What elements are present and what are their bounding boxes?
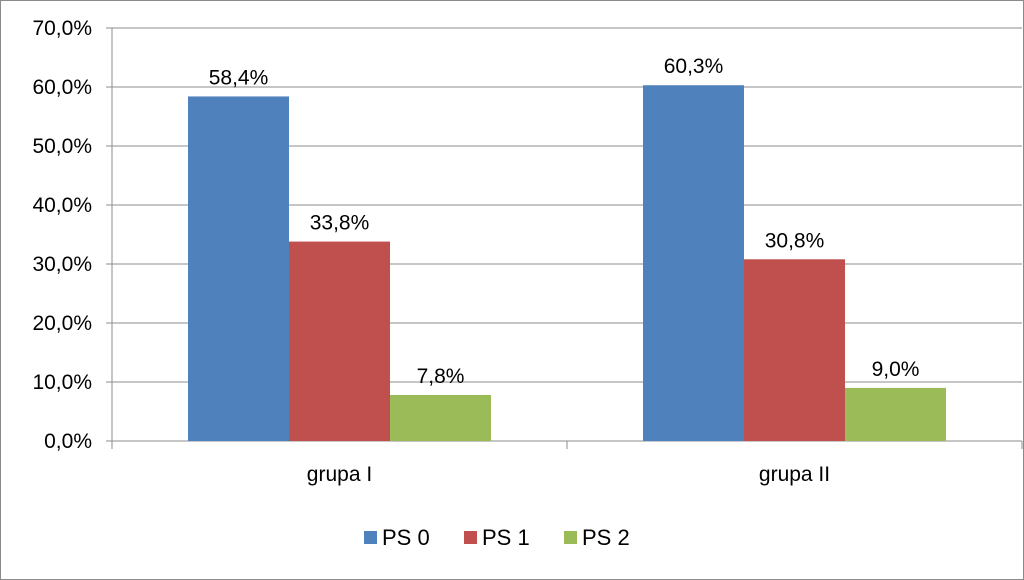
x-category-label: grupa II: [759, 463, 830, 486]
y-tick-label: 20,0%: [32, 312, 92, 335]
bar-ps-0: [643, 85, 744, 441]
legend-swatch: [564, 531, 577, 544]
bar-ps-1: [744, 259, 845, 441]
y-tick-label: 10,0%: [32, 371, 92, 394]
y-tick-label: 50,0%: [32, 135, 92, 158]
y-tick-label: 60,0%: [32, 76, 92, 99]
y-tick-label: 70,0%: [32, 17, 92, 40]
legend-label: PS 2: [582, 525, 630, 550]
bar-ps-1: [289, 241, 390, 441]
x-category-label: grupa I: [307, 463, 372, 486]
bar-ps-2: [390, 394, 491, 441]
data-label: 7,8%: [417, 365, 465, 388]
legend-swatch: [364, 531, 377, 544]
legend-label: PS 0: [382, 525, 430, 550]
bar-ps-2: [845, 387, 946, 441]
data-label: 33,8%: [310, 212, 370, 235]
data-label: 58,4%: [209, 66, 269, 89]
legend-swatch: [464, 531, 477, 544]
data-label: 30,8%: [765, 229, 825, 252]
y-tick-label: 40,0%: [32, 194, 92, 217]
y-tick-label: 0,0%: [44, 430, 92, 453]
data-label: 9,0%: [872, 358, 920, 381]
bar-ps-0: [188, 96, 289, 441]
y-tick-label: 30,0%: [32, 253, 92, 276]
legend-label: PS 1: [482, 525, 530, 550]
data-label: 60,3%: [664, 55, 724, 78]
